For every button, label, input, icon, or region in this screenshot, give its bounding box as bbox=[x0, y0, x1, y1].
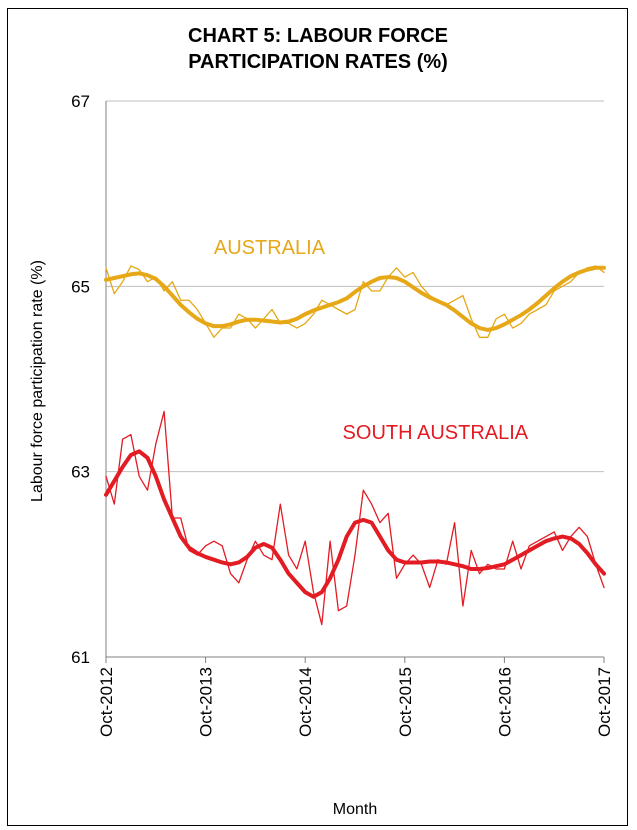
y-tick-label-67: 67 bbox=[71, 92, 90, 111]
x-axis-label: Month bbox=[333, 801, 377, 818]
chart-title-line1: CHART 5: LABOUR FORCE bbox=[188, 25, 448, 47]
y-axis-label: Labour force participation rate (%) bbox=[29, 260, 46, 502]
x-tick-labels: Oct-2012 Oct-2013 Oct-2014 Oct-2015 Oct-2016… bbox=[97, 667, 614, 737]
series-line-australia-monthly bbox=[105, 265, 605, 338]
axes bbox=[105, 101, 605, 663]
y-tick-label-65: 65 bbox=[71, 277, 90, 296]
x-tick-label-1: Oct-2013 bbox=[197, 667, 216, 737]
y-tick-label-63: 63 bbox=[71, 463, 90, 482]
series-label-south-australia: SOUTH AUSTRALIA bbox=[343, 422, 529, 444]
x-tick-label-0: Oct-2012 bbox=[97, 667, 116, 737]
series-line-south-australia-monthly bbox=[105, 410, 605, 626]
x-tick-label-3: Oct-2015 bbox=[396, 667, 415, 737]
y-tick-labels: 61 63 65 67 bbox=[71, 92, 90, 667]
series-lines bbox=[104, 265, 606, 626]
gridlines bbox=[106, 100, 604, 473]
y-tick-label-61: 61 bbox=[71, 648, 90, 667]
x-tick-label-4: Oct-2016 bbox=[495, 667, 514, 737]
series-line-south-australia-trend bbox=[104, 449, 606, 599]
x-tick-label-5: Oct-2017 bbox=[595, 667, 614, 737]
chart-frame bbox=[7, 8, 628, 826]
series-line-australia-trend bbox=[104, 265, 606, 332]
chart-title-line2: PARTICIPATION RATES (%) bbox=[188, 51, 448, 73]
series-annotations: AUSTRALIA SOUTH AUSTRALIA bbox=[214, 237, 529, 444]
x-tick-label-2: Oct-2014 bbox=[296, 667, 315, 737]
series-label-australia: AUSTRALIA bbox=[214, 237, 326, 259]
